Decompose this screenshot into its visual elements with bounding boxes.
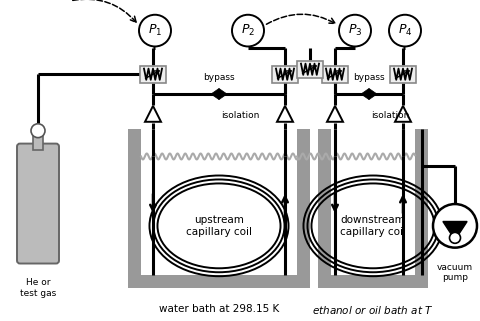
Bar xyxy=(33,135,43,150)
Circle shape xyxy=(433,204,477,248)
Bar xyxy=(297,61,323,78)
FancyBboxPatch shape xyxy=(17,143,59,264)
Bar xyxy=(318,275,428,288)
Polygon shape xyxy=(219,89,227,100)
Circle shape xyxy=(139,15,171,47)
Circle shape xyxy=(389,15,421,47)
Text: downstream
capillary coil: downstream capillary coil xyxy=(340,215,406,237)
Circle shape xyxy=(232,15,264,47)
Text: $P_4$: $P_4$ xyxy=(398,23,412,38)
Text: $P_3$: $P_3$ xyxy=(348,23,362,38)
Text: He or
test gas: He or test gas xyxy=(20,278,56,298)
Circle shape xyxy=(449,232,460,243)
Bar xyxy=(390,66,416,82)
Bar xyxy=(415,129,428,288)
Bar xyxy=(128,275,310,288)
Text: isolation: isolation xyxy=(221,111,259,120)
Text: vacuum
pump: vacuum pump xyxy=(437,263,473,282)
Text: bypass: bypass xyxy=(353,73,385,82)
Text: water bath at 298.15 K: water bath at 298.15 K xyxy=(159,304,279,314)
Text: isolation: isolation xyxy=(371,111,409,120)
Bar xyxy=(272,66,298,82)
Polygon shape xyxy=(277,106,293,122)
Polygon shape xyxy=(443,221,467,240)
Polygon shape xyxy=(145,106,161,122)
Text: ethanol or oil bath at $T$: ethanol or oil bath at $T$ xyxy=(312,304,434,316)
Circle shape xyxy=(31,124,45,138)
Polygon shape xyxy=(361,89,369,100)
Circle shape xyxy=(339,15,371,47)
Text: bypass: bypass xyxy=(203,73,235,82)
Bar xyxy=(322,66,348,82)
Text: $P_1$: $P_1$ xyxy=(148,23,162,38)
Bar xyxy=(297,129,310,288)
Polygon shape xyxy=(395,106,411,122)
Polygon shape xyxy=(369,89,377,100)
Bar xyxy=(140,66,166,82)
Polygon shape xyxy=(327,106,343,122)
Bar xyxy=(128,129,141,288)
Text: $P_2$: $P_2$ xyxy=(241,23,255,38)
Polygon shape xyxy=(211,89,219,100)
Text: upstream
capillary coil: upstream capillary coil xyxy=(186,215,252,237)
Bar xyxy=(318,129,331,288)
